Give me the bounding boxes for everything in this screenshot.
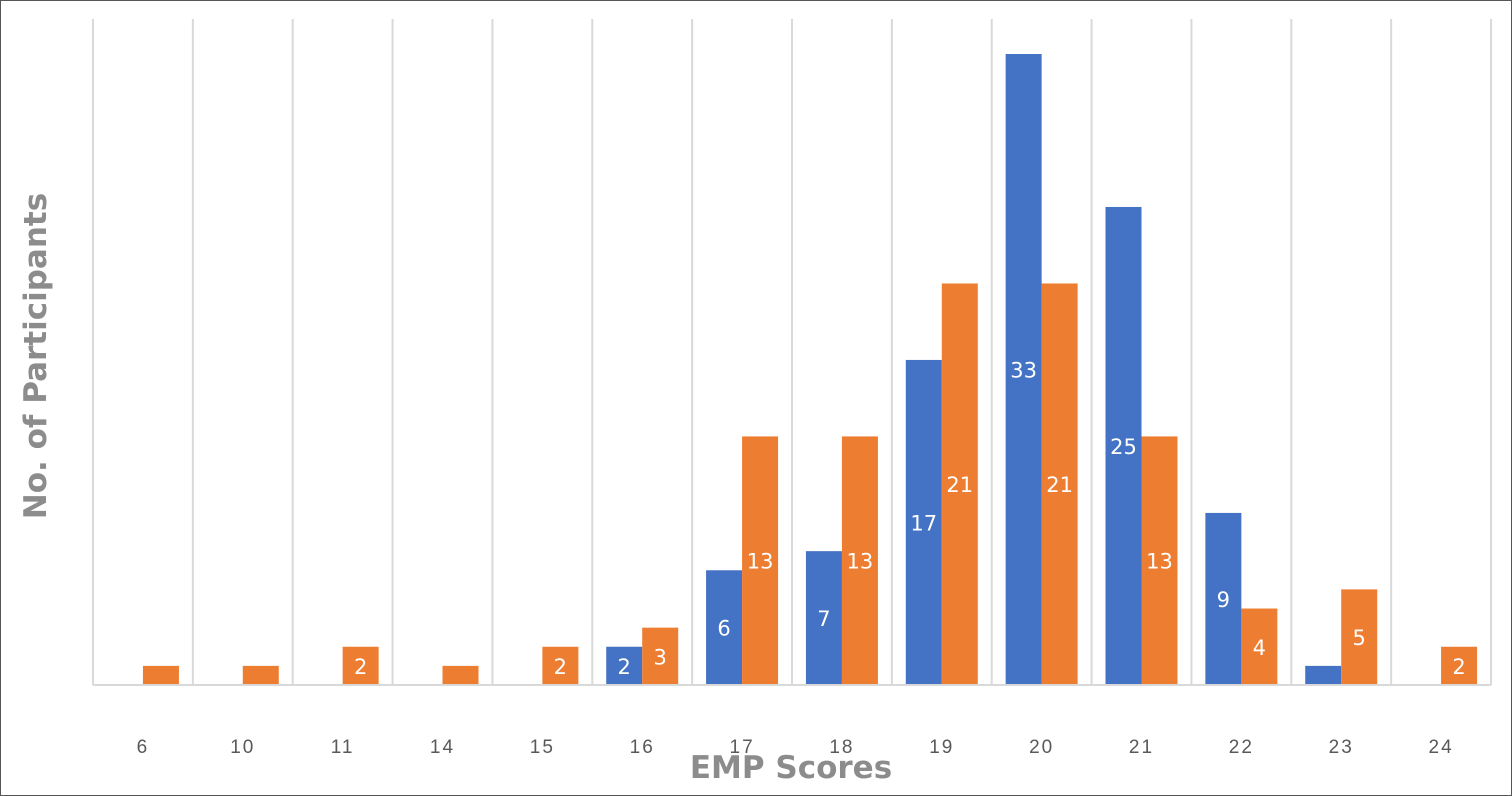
data-label: 33 xyxy=(1010,359,1037,383)
bar xyxy=(1005,54,1042,685)
x-tick-label: 11 xyxy=(331,737,355,758)
x-tick-label: 20 xyxy=(1029,737,1054,758)
data-label: 13 xyxy=(1146,550,1173,574)
bar xyxy=(905,359,942,685)
x-tick-label: 21 xyxy=(1129,737,1154,758)
x-tick-label: 10 xyxy=(230,737,255,758)
x-tick-label: 15 xyxy=(530,737,555,758)
x-tick-label: 19 xyxy=(929,737,954,758)
x-tick-label: 14 xyxy=(430,737,455,758)
data-label: 9 xyxy=(1217,588,1230,612)
x-tick-label: 22 xyxy=(1229,737,1254,758)
bar xyxy=(1041,283,1078,685)
bar xyxy=(742,436,779,685)
bar xyxy=(1105,206,1142,685)
bar xyxy=(1341,589,1378,685)
data-label: 25 xyxy=(1110,435,1137,459)
x-axis-title: EMP Scores xyxy=(690,750,892,786)
bar xyxy=(941,283,978,685)
bar xyxy=(1205,512,1242,685)
data-label: 7 xyxy=(817,607,830,631)
bar xyxy=(706,570,743,685)
bar xyxy=(342,646,379,685)
data-label: 13 xyxy=(847,550,874,574)
data-label: 5 xyxy=(1353,626,1366,650)
data-label: 2 xyxy=(1452,655,1465,679)
bar xyxy=(1305,665,1342,685)
x-tick-labels: 6 10 11 14 15 16 17 18 19 20 21 22 23 24 xyxy=(137,737,1454,758)
x-tick-label: 24 xyxy=(1429,737,1454,758)
data-label: 4 xyxy=(1253,636,1266,660)
bar xyxy=(606,646,643,685)
data-label: 2 xyxy=(354,655,367,679)
bar xyxy=(1441,646,1478,685)
bar xyxy=(805,551,842,685)
x-tick-label: 6 xyxy=(137,737,150,758)
y-axis-title: No. of Participants xyxy=(18,193,54,519)
data-label: 21 xyxy=(1046,473,1073,497)
data-label: 6 xyxy=(717,617,730,641)
bar xyxy=(442,665,479,685)
x-tick-label: 18 xyxy=(829,737,854,758)
bar xyxy=(242,665,279,685)
bar xyxy=(142,665,179,685)
data-label: 21 xyxy=(946,473,973,497)
bars xyxy=(142,54,1478,685)
bar xyxy=(841,436,878,685)
x-tick-label: 23 xyxy=(1329,737,1354,758)
bar xyxy=(1241,608,1278,685)
x-tick-label: 17 xyxy=(730,737,755,758)
x-tick-label: 16 xyxy=(630,737,655,758)
bar xyxy=(542,646,579,685)
bar xyxy=(642,627,679,685)
data-label: 13 xyxy=(747,550,774,574)
gridlines xyxy=(92,19,1492,685)
data-label: 17 xyxy=(910,511,937,535)
data-label: 2 xyxy=(554,655,567,679)
data-label: 2 xyxy=(618,655,631,679)
bar xyxy=(1141,436,1178,685)
data-label: 3 xyxy=(654,645,667,669)
